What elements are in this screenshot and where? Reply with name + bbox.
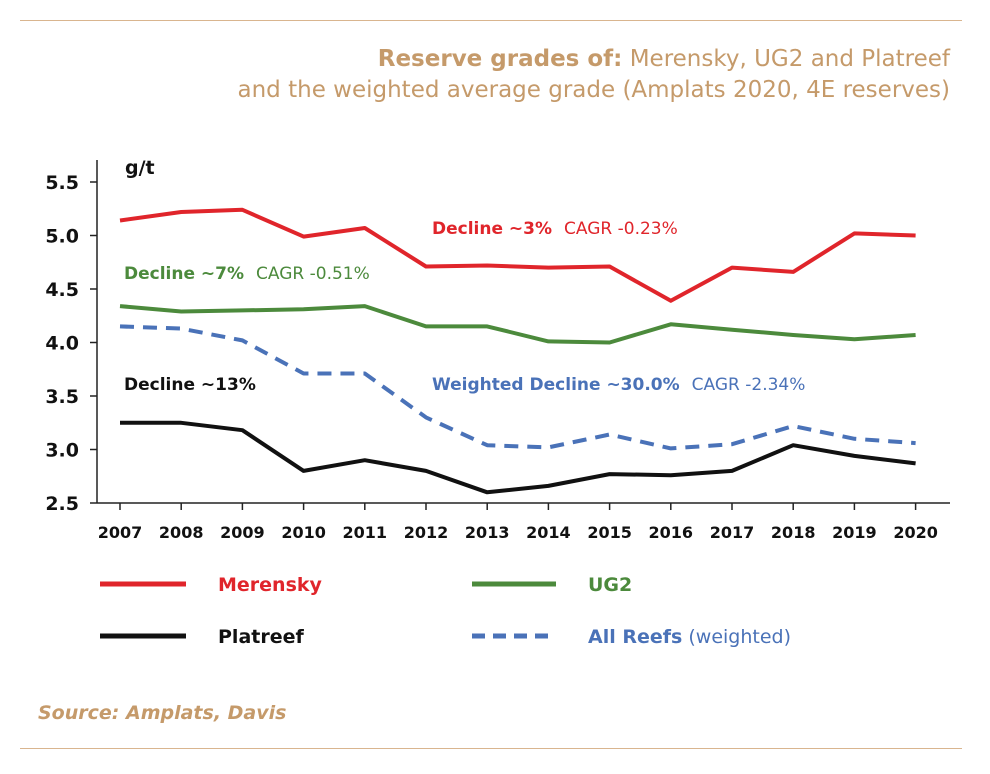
y-tick-label: 4.5 [45,279,79,301]
y-tick-label: 3.0 [45,440,79,462]
series-line-ug2 [119,304,916,345]
annotation-platreef: Decline ~13% [124,375,256,395]
x-tick-label: 2015 [587,523,632,542]
annotation-cagr: CAGR -0.23% [564,219,678,239]
y-tick-label: 3.5 [45,386,79,408]
x-tick-label: 2007 [98,523,143,542]
x-tick-label: 2016 [649,523,694,542]
legend-label-name: Platreef [218,626,304,648]
legend-label: UG2 [588,574,632,596]
series-line-all-reefs [119,324,916,451]
annotation-all-reefs: Weighted Decline ~30.0% CAGR -2.34% [432,375,805,395]
legend-label: All Reefs (weighted) [588,626,791,648]
line-chart: 5.5 5.0 4.5 4.0 3.5 3.0 2.5 g/t 2007 2008 2009 2010… [45,157,950,648]
y-tick-label: 5.0 [45,226,79,248]
x-tick-label: 2018 [771,523,816,542]
legend-label: Merensky [218,574,323,596]
x-tick-label: 2014 [526,523,571,542]
chart-title-line-1-rest: Merensky, UG2 and Platreef [622,46,950,72]
legend-label-name: All Reefs [588,626,682,648]
chart-title-line-1: Reserve grades of: Merensky, UG2 and Pla… [238,44,950,75]
annotation-decline: Decline ~3% [432,219,552,239]
y-tick-label: 5.5 [45,172,79,194]
y-tick-label: 2.5 [45,493,79,515]
x-tick-label: 2020 [893,523,938,542]
x-tick-label: 2017 [710,523,755,542]
x-tick-label: 2010 [281,523,326,542]
x-tick-label: 2019 [832,523,877,542]
legend-label: Platreef [218,626,304,648]
annotation-decline: Weighted Decline ~30.0% [432,375,680,395]
chart-title: Reserve grades of: Merensky, UG2 and Pla… [238,44,950,106]
source-note: Source: Amplats, Davis [38,702,287,724]
annotation-ug2: Decline ~7% CAGR -0.51% [124,264,370,284]
chart-title-line-2: and the weighted average grade (Amplats … [237,77,950,103]
annotation-cagr: CAGR -2.34% [692,375,806,395]
x-tick-label: 2011 [343,523,388,542]
legend-label-name: UG2 [588,574,632,596]
annotation-decline: Decline ~7% [124,264,244,284]
chart-title-bold: Reserve grades of: [377,46,623,72]
series-line-platreef [120,420,916,495]
x-tick-label: 2013 [465,523,510,542]
top-divider [20,20,962,21]
annotation-cagr: CAGR -0.51% [256,264,370,284]
bottom-divider [20,748,962,749]
legend-label-extra: (weighted) [682,626,791,648]
legend-label-name: Merensky [218,574,323,596]
series-line-merensky [119,207,916,303]
x-tick-label: 2009 [220,523,265,542]
y-tick-label: 4.0 [45,333,79,355]
x-tick-label: 2012 [404,523,449,542]
annotation-merensky: Decline ~3% CAGR -0.23% [432,219,678,239]
x-tick-label: 2008 [159,523,204,542]
y-axis-label: g/t [125,157,155,179]
annotation-decline: Decline ~13% [124,375,256,395]
